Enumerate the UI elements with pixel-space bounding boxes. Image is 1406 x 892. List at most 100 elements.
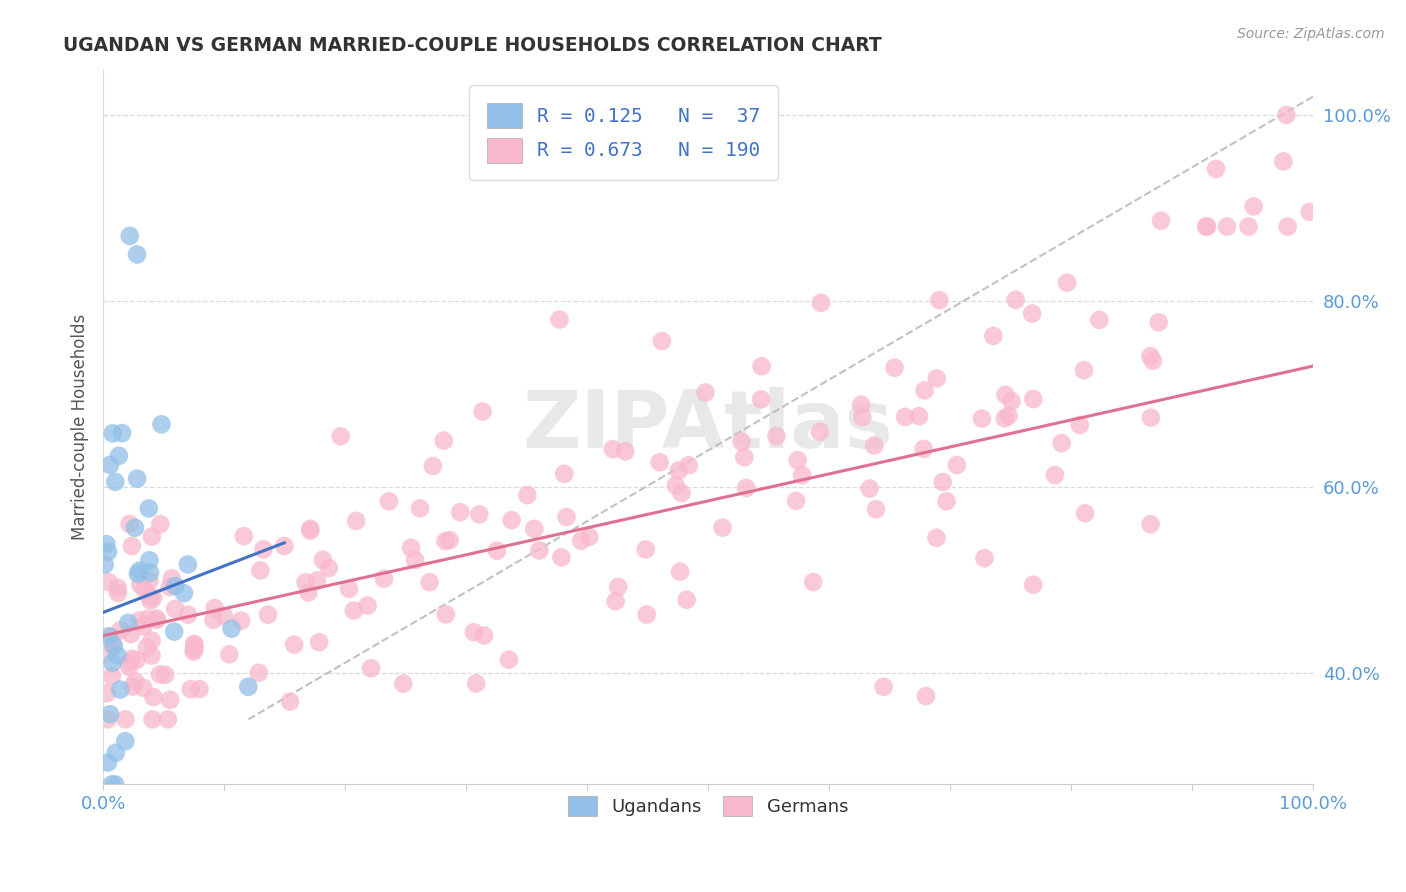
Point [409,501,432,516]
Point [138,574,160,588]
Point [104,746,127,760]
Point [946,458,969,472]
Point [139,566,162,580]
Point [107,586,129,600]
Point [1243,199,1265,213]
Point [138,501,160,516]
Point [849,398,872,412]
Point [118,228,141,243]
Point [121,539,143,553]
Point [114,734,136,748]
Point [97,545,120,559]
Point [733,450,755,465]
Point [928,293,950,307]
Point [177,607,200,622]
Point [695,385,717,400]
Point [675,592,697,607]
Point [550,550,572,565]
Point [810,295,832,310]
Point [433,434,456,448]
Point [221,622,243,636]
Point [96,686,118,700]
Point [344,514,367,528]
Point [1205,161,1227,176]
Point [932,475,955,489]
Point [145,612,167,626]
Point [914,384,936,398]
Point [127,566,149,581]
Point [100,777,122,791]
Point [308,635,330,649]
Point [1022,392,1045,406]
Point [212,608,235,623]
Point [501,513,523,527]
Point [1004,293,1026,307]
Point [392,676,415,690]
Point [159,693,181,707]
Point [124,521,146,535]
Point [786,453,808,467]
Point [434,534,457,549]
Point [671,486,693,500]
Point [399,541,422,555]
Point [471,404,494,418]
Point [569,533,592,548]
Point [983,329,1005,343]
Point [114,712,136,726]
Point [318,561,340,575]
Point [299,522,322,536]
Point [1139,349,1161,363]
Point [651,334,673,348]
Point [232,529,254,543]
Point [790,468,813,483]
Point [669,565,692,579]
Point [808,425,831,439]
Point [555,510,578,524]
Point [498,652,520,666]
Point [925,531,948,545]
Point [908,409,931,423]
Point [665,478,688,492]
Point [128,564,150,578]
Point [183,645,205,659]
Point [1195,219,1218,234]
Point [294,575,316,590]
Point [125,247,148,261]
Point [204,601,226,615]
Point [578,530,600,544]
Point [249,564,271,578]
Point [548,312,571,326]
Point [749,392,772,407]
Text: ZIPAtlas: ZIPAtlas [523,387,894,466]
Point [883,360,905,375]
Point [278,695,301,709]
Point [1142,353,1164,368]
Point [378,494,401,508]
Point [101,426,124,441]
Text: Source: ZipAtlas.com: Source: ZipAtlas.com [1237,27,1385,41]
Point [994,411,1017,425]
Point [614,444,637,458]
Point [1147,315,1170,329]
Point [751,359,773,374]
Point [1073,363,1095,377]
Point [136,612,159,626]
Point [463,625,485,640]
Point [160,571,183,585]
Point [678,458,700,473]
Point [356,599,378,613]
Point [1088,313,1111,327]
Point [183,637,205,651]
Point [1299,205,1322,219]
Point [634,542,657,557]
Point [96,537,118,551]
Point [231,614,253,628]
Point [636,607,658,622]
Point [607,580,630,594]
Point [118,656,141,670]
Legend: Ugandans, Germans: Ugandans, Germans [560,787,858,825]
Point [973,551,995,566]
Point [141,530,163,544]
Point [163,624,186,639]
Point [935,494,957,508]
